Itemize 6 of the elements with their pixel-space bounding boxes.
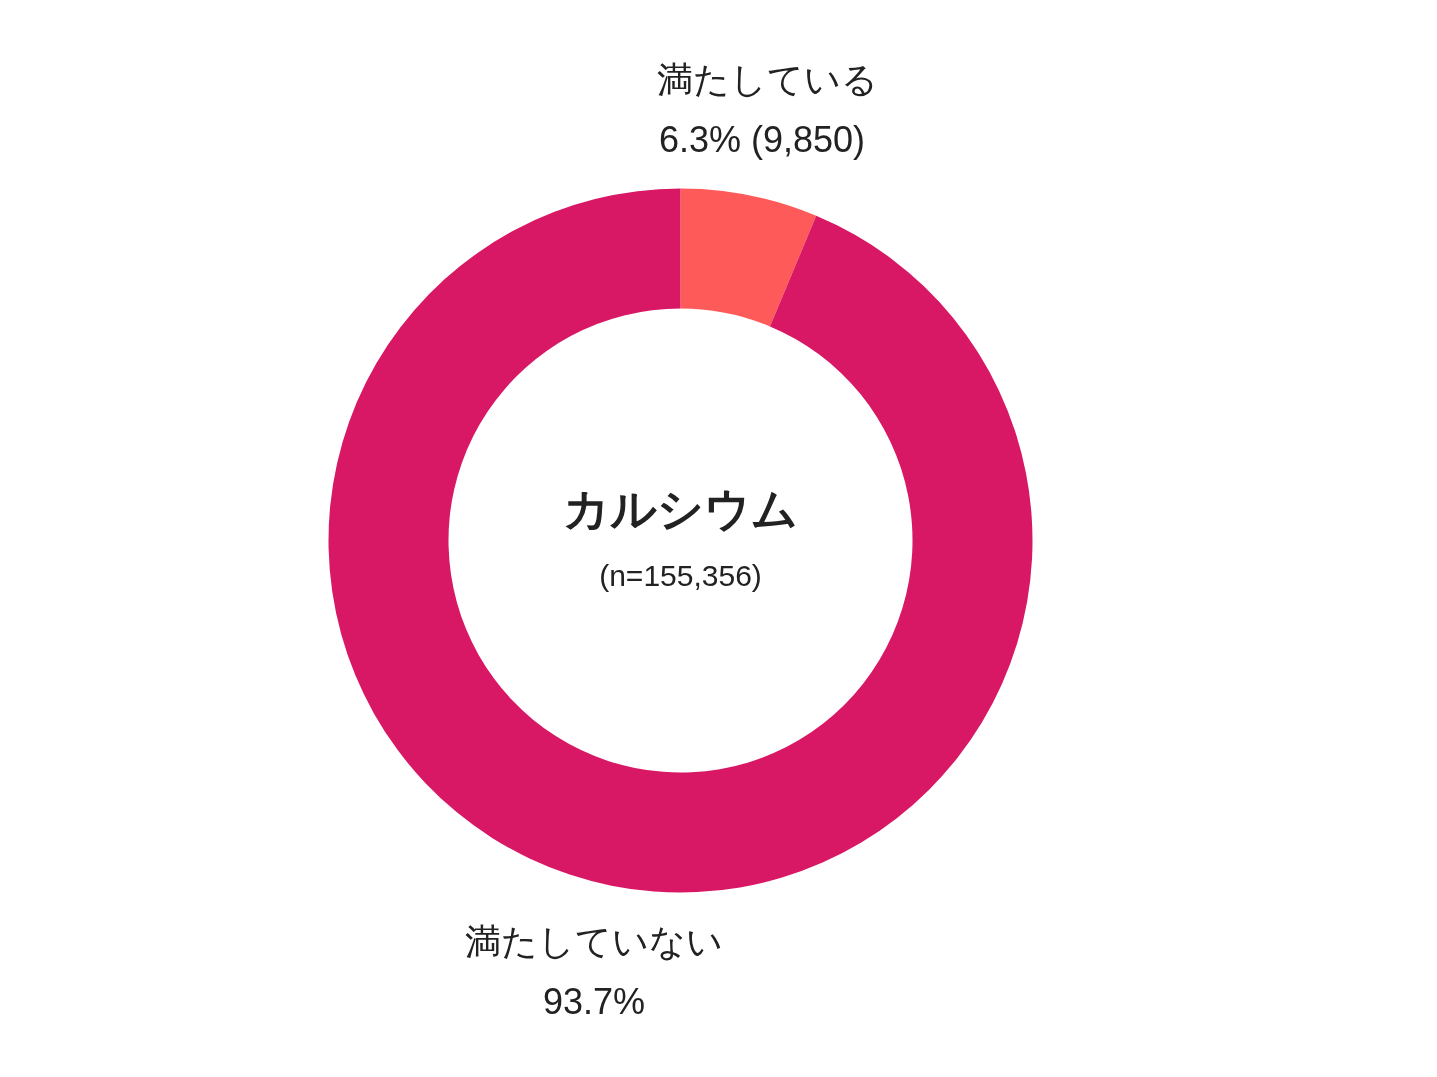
text: (n=155,356): [599, 559, 762, 592]
slice-label: 満たしている: [656, 58, 878, 100]
slice-label: 満たしていない: [464, 921, 723, 963]
data-label: 6.3% (9,850): [658, 118, 866, 160]
data-label: 93.7%: [542, 981, 646, 1023]
text: カルシウム: [563, 482, 798, 535]
